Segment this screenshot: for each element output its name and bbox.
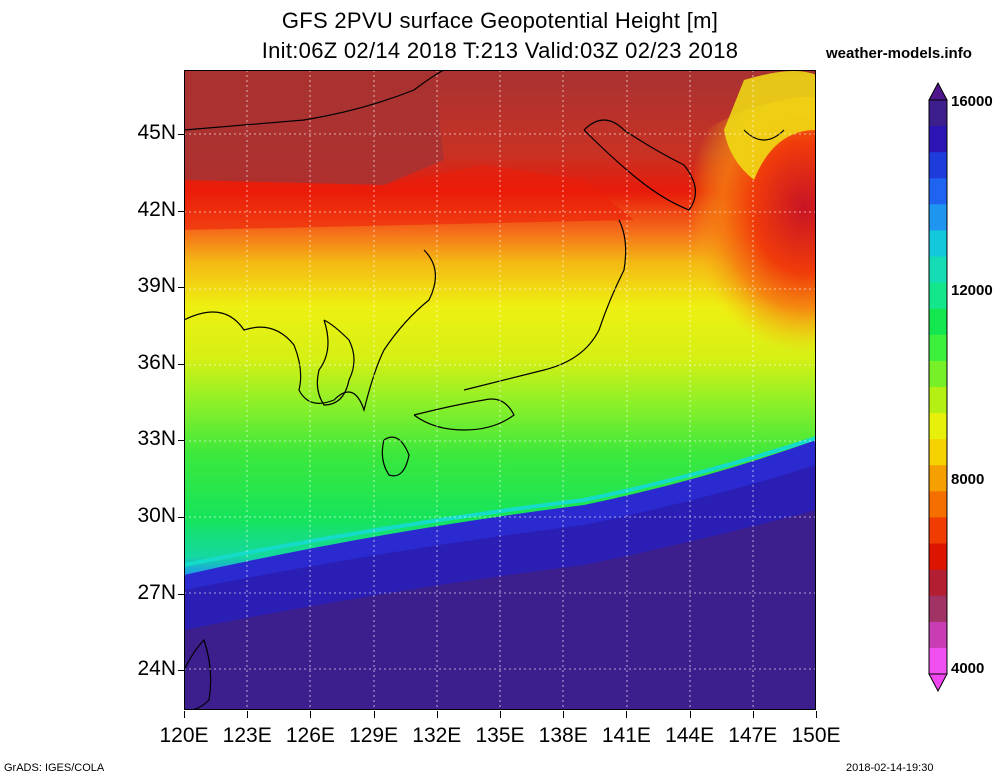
colorbar-segment bbox=[929, 126, 947, 153]
colorbar-segment bbox=[929, 595, 947, 623]
colorbar-segment bbox=[929, 100, 947, 127]
lat-label-33N: 33N bbox=[137, 427, 176, 451]
colorbar-segment bbox=[929, 517, 947, 545]
lat-tick bbox=[178, 363, 185, 365]
colorbar-segment bbox=[929, 204, 947, 231]
colorbar-segment bbox=[929, 621, 947, 649]
lon-tick bbox=[500, 711, 501, 718]
lon-label-147E: 147E bbox=[728, 724, 778, 747]
lon-tick bbox=[247, 711, 249, 718]
colorbar-segment bbox=[929, 439, 947, 466]
lon-label-129E: 129E bbox=[349, 724, 399, 747]
lon-tick bbox=[310, 711, 312, 718]
lat-tick bbox=[178, 134, 185, 135]
lat-label-27N: 27N bbox=[137, 580, 176, 604]
colorbar-max-triangle bbox=[928, 82, 948, 101]
colorbar bbox=[928, 82, 948, 692]
lon-label-135E: 135E bbox=[475, 724, 525, 747]
colorbar-segment bbox=[929, 230, 947, 258]
lon-tick bbox=[436, 711, 438, 718]
lon-tick bbox=[563, 711, 565, 718]
colorbar-segment bbox=[929, 465, 947, 492]
lat-tick bbox=[178, 517, 185, 518]
lon-label-120E: 120E bbox=[159, 724, 209, 747]
lon-label-144E: 144E bbox=[665, 724, 715, 747]
map-panel bbox=[184, 70, 816, 710]
lat-tick bbox=[178, 670, 185, 672]
lon-tick bbox=[184, 711, 185, 718]
colorbar-segment bbox=[929, 543, 947, 571]
lat-tick bbox=[178, 210, 185, 212]
lon-label-138E: 138E bbox=[538, 724, 588, 747]
colorbar-label-8000: 8000 bbox=[951, 471, 985, 488]
footer-timestamp: 2018-02-14-19:30 bbox=[846, 762, 934, 774]
colorbar-segment bbox=[929, 569, 947, 597]
lat-tick bbox=[178, 593, 185, 595]
colorbar-outline bbox=[928, 99, 948, 675]
colorbar-segment bbox=[929, 256, 947, 284]
colorbar-label-16000: 16000 bbox=[951, 93, 993, 110]
lat-label-39N: 39N bbox=[137, 274, 176, 298]
colorbar-segment bbox=[929, 491, 947, 518]
footer-software: GrADS: IGES/COLA bbox=[4, 762, 105, 774]
lat-label-42N: 42N bbox=[137, 197, 176, 221]
site-credit: weather-models.info bbox=[826, 45, 972, 62]
lat-tick bbox=[178, 440, 185, 442]
colorbar-label-12000: 12000 bbox=[951, 282, 993, 299]
lon-label-141E: 141E bbox=[601, 724, 651, 747]
lon-label-150E: 150E bbox=[791, 724, 841, 747]
lat-label-36N: 36N bbox=[137, 350, 176, 374]
lat-tick bbox=[178, 287, 185, 289]
colorbar-segment bbox=[929, 413, 947, 440]
lon-tick bbox=[373, 711, 375, 718]
lat-label-24N: 24N bbox=[137, 657, 176, 681]
lat-label-30N: 30N bbox=[137, 504, 176, 527]
lat-label-45N: 45N bbox=[137, 121, 176, 144]
colorbar-min-triangle bbox=[928, 673, 948, 692]
colorbar-label-4000: 4000 bbox=[951, 660, 985, 677]
lon-tick bbox=[626, 711, 628, 718]
colorbar-segment bbox=[929, 152, 947, 179]
colorbar-segment bbox=[929, 178, 947, 205]
lon-tick bbox=[689, 711, 691, 718]
colorbar-segment bbox=[929, 334, 947, 362]
colorbar-segment bbox=[929, 282, 947, 310]
lon-tick bbox=[816, 711, 817, 718]
colorbar-segment bbox=[929, 360, 947, 388]
map-title: GFS 2PVU surface Geopotential Height [m] bbox=[281, 8, 719, 33]
lon-label-126E: 126E bbox=[285, 724, 335, 747]
geopotential-field bbox=[184, 70, 816, 710]
lon-label-132E: 132E bbox=[412, 724, 462, 747]
colorbar-segment bbox=[929, 387, 947, 414]
lon-label-123E: 123E bbox=[222, 724, 272, 747]
colorbar-segment bbox=[929, 647, 947, 675]
lon-tick bbox=[752, 711, 754, 718]
map-subtitle: Init:06Z 02/14 2018 T:213 Valid:03Z 02/2… bbox=[261, 38, 739, 63]
colorbar-segment bbox=[929, 308, 947, 336]
